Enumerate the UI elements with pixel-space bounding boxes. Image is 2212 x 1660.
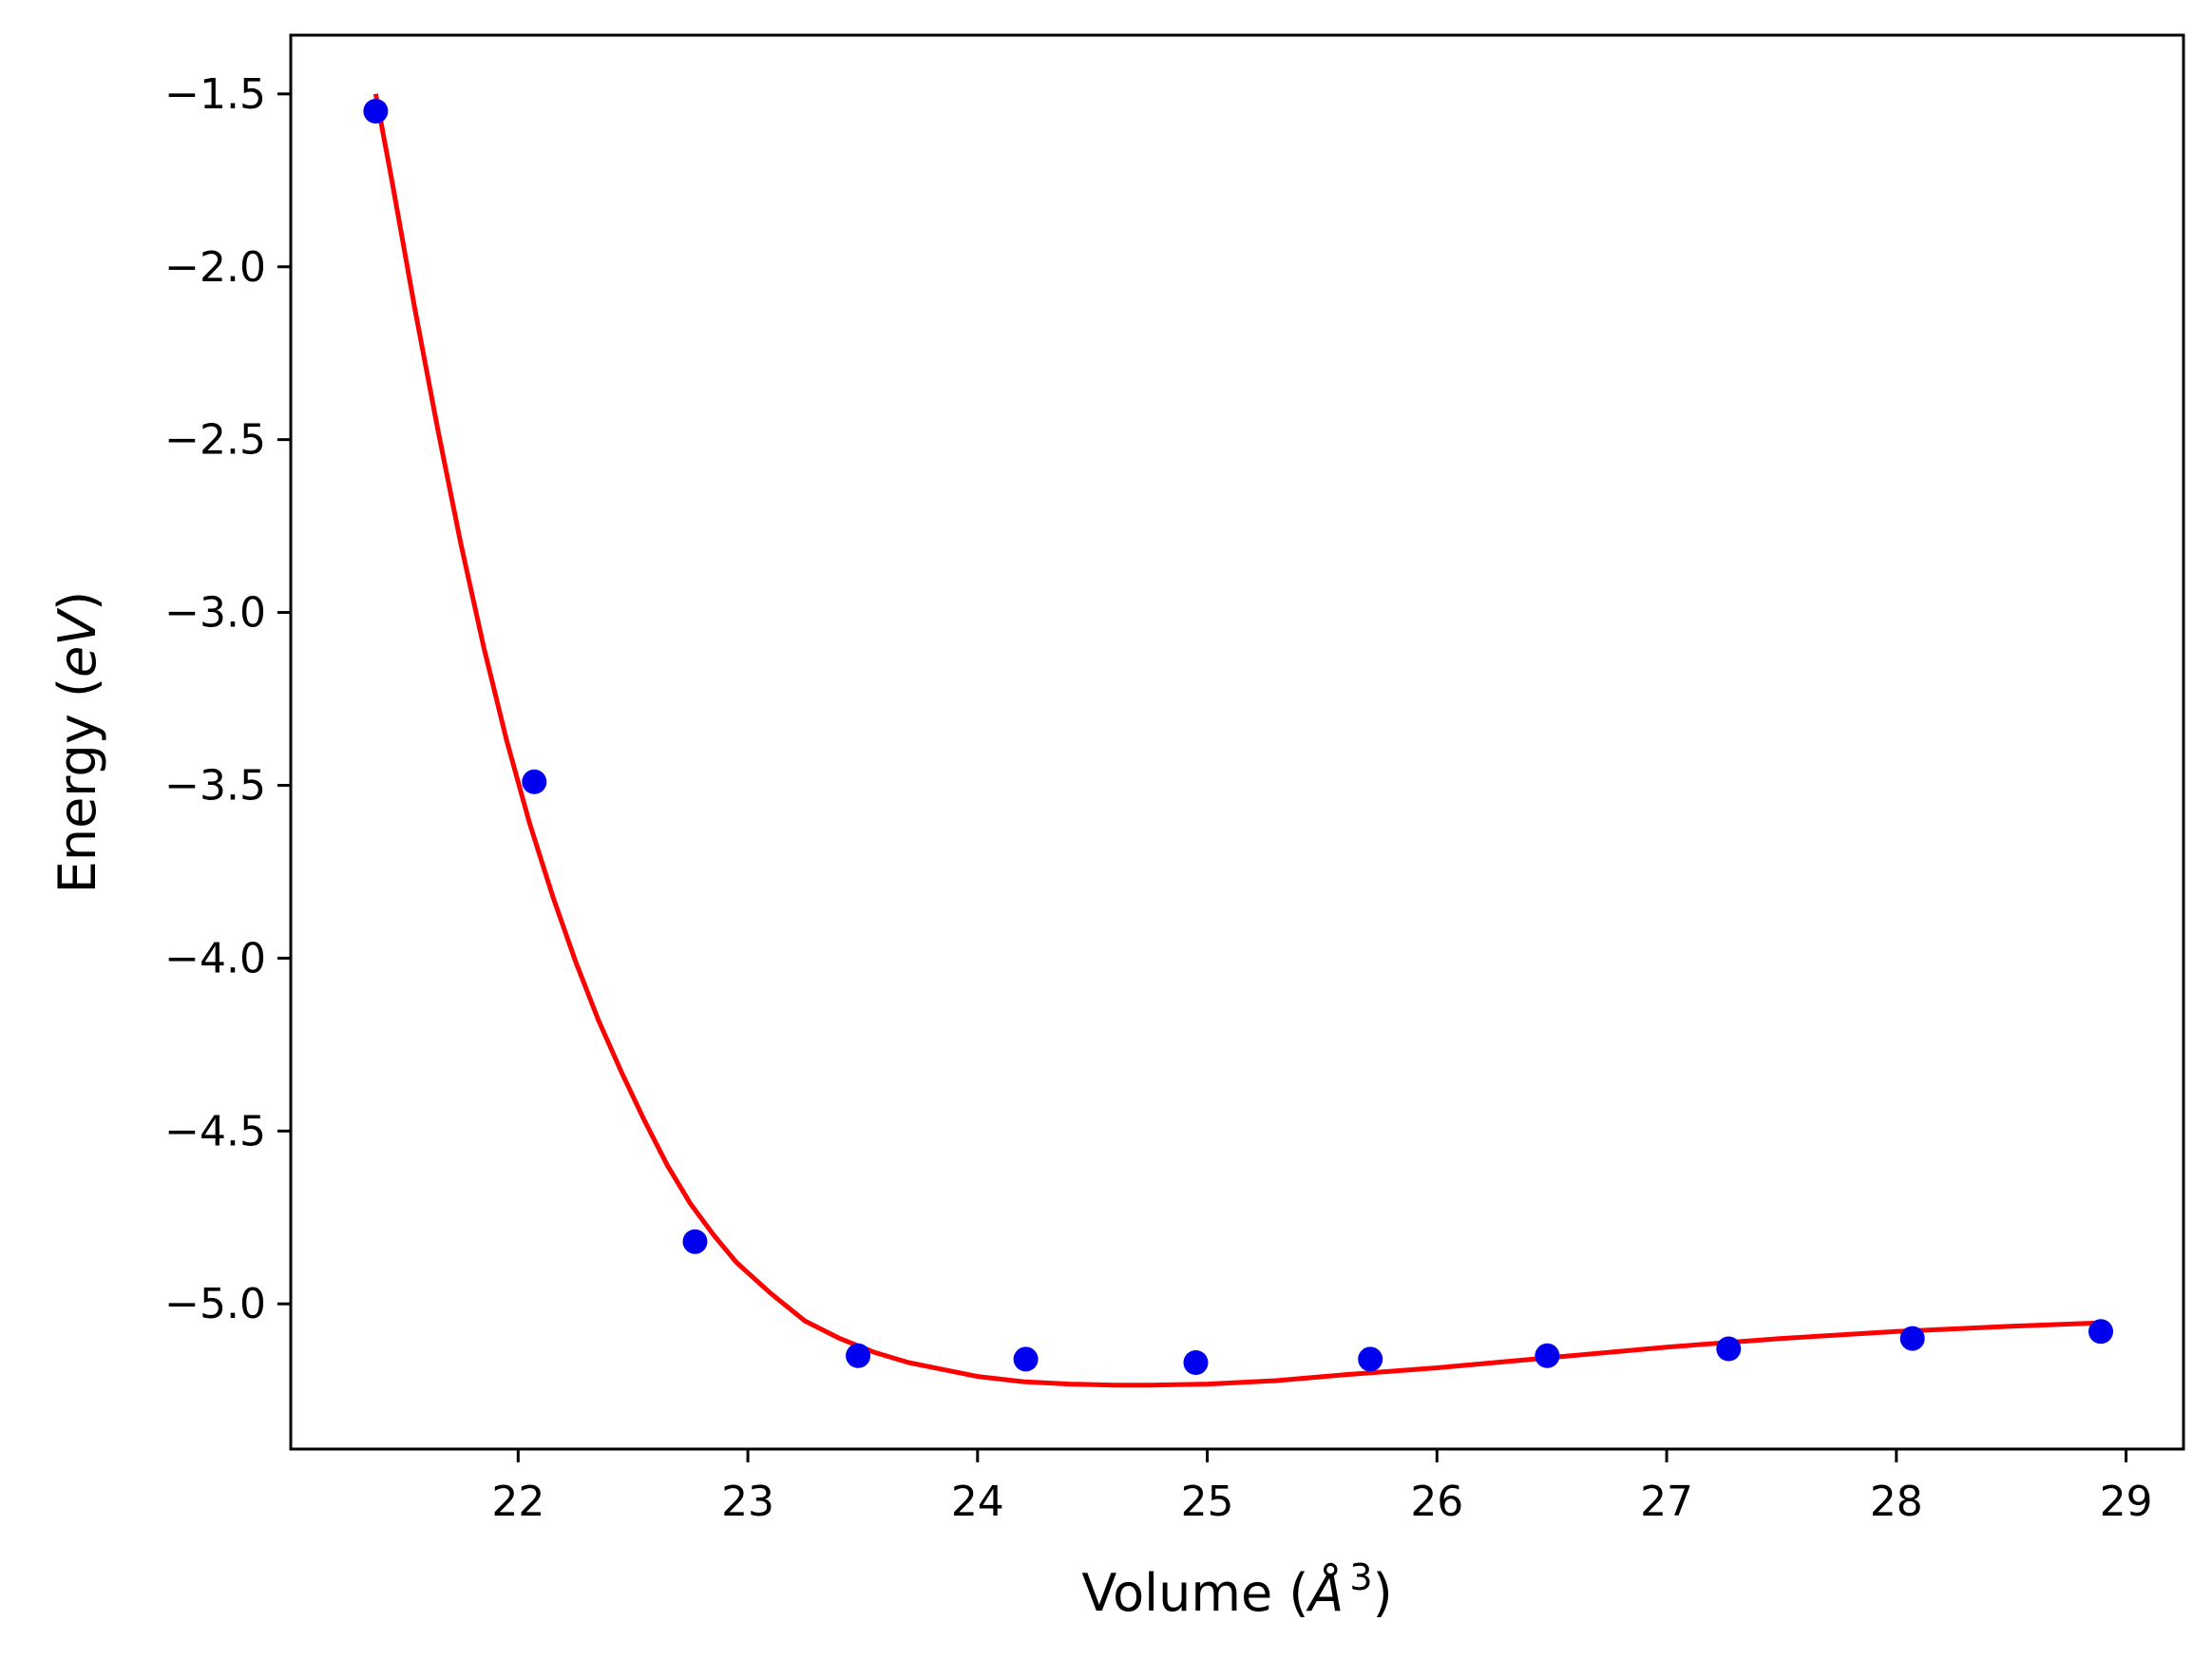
y-tick-label: −3.5 bbox=[164, 761, 266, 810]
x-tick-label: 25 bbox=[1181, 1478, 1234, 1526]
y-axis-label: Energy (eV) bbox=[48, 591, 107, 894]
data-point bbox=[2088, 1319, 2113, 1345]
y-axis-label-prefix: Energy ( bbox=[48, 677, 107, 893]
x-tick-label: 24 bbox=[951, 1478, 1004, 1526]
x-tick-label: 28 bbox=[1870, 1478, 1923, 1526]
x-tick-label: 22 bbox=[491, 1478, 544, 1526]
data-point bbox=[1899, 1326, 1925, 1351]
data-point bbox=[363, 99, 389, 124]
y-axis-label-suffix: ) bbox=[48, 591, 107, 611]
fit-curve bbox=[372, 93, 2102, 1388]
data-point bbox=[1716, 1336, 1742, 1362]
y-tick-label: −4.5 bbox=[164, 1107, 266, 1155]
y-tick-label: −1.5 bbox=[164, 70, 266, 119]
axes-frame bbox=[289, 33, 2185, 1451]
y-tick-label: −2.0 bbox=[164, 243, 266, 292]
ticks: 22 23 24 25 26 27 28 29 −1.5 −2.0 −2.5 −3.0 −3.5 −4.0… bbox=[164, 70, 2152, 1526]
data-point bbox=[846, 1343, 871, 1368]
data-point bbox=[1535, 1343, 1560, 1368]
x-tick-label: 26 bbox=[1410, 1478, 1463, 1526]
data-point bbox=[1358, 1346, 1383, 1372]
plot-area bbox=[363, 93, 2113, 1388]
x-axis-label-symbol: Å bbox=[1306, 1562, 1344, 1623]
y-tick-label: −2.5 bbox=[164, 416, 266, 465]
y-axis-label-unit: eV bbox=[48, 607, 107, 677]
x-axis-label-prefix: Volume ( bbox=[1081, 1563, 1308, 1623]
y-tick-label: −5.0 bbox=[164, 1280, 266, 1328]
x-axis-label: Volume (Å 3) bbox=[1081, 1556, 1392, 1623]
x-axis-label-superscript: 3 bbox=[1349, 1556, 1372, 1598]
data-point bbox=[522, 769, 547, 794]
x-tick-label: 29 bbox=[2100, 1478, 2153, 1526]
data-point bbox=[1013, 1346, 1039, 1372]
y-tick-label: −4.0 bbox=[164, 934, 266, 983]
y-tick-label: −3.0 bbox=[164, 589, 266, 638]
data-point bbox=[1183, 1350, 1209, 1375]
x-tick-label: 23 bbox=[721, 1478, 774, 1526]
x-tick-label: 27 bbox=[1640, 1478, 1693, 1526]
x-axis-label-suffix: ) bbox=[1373, 1563, 1393, 1623]
data-point bbox=[682, 1229, 708, 1254]
